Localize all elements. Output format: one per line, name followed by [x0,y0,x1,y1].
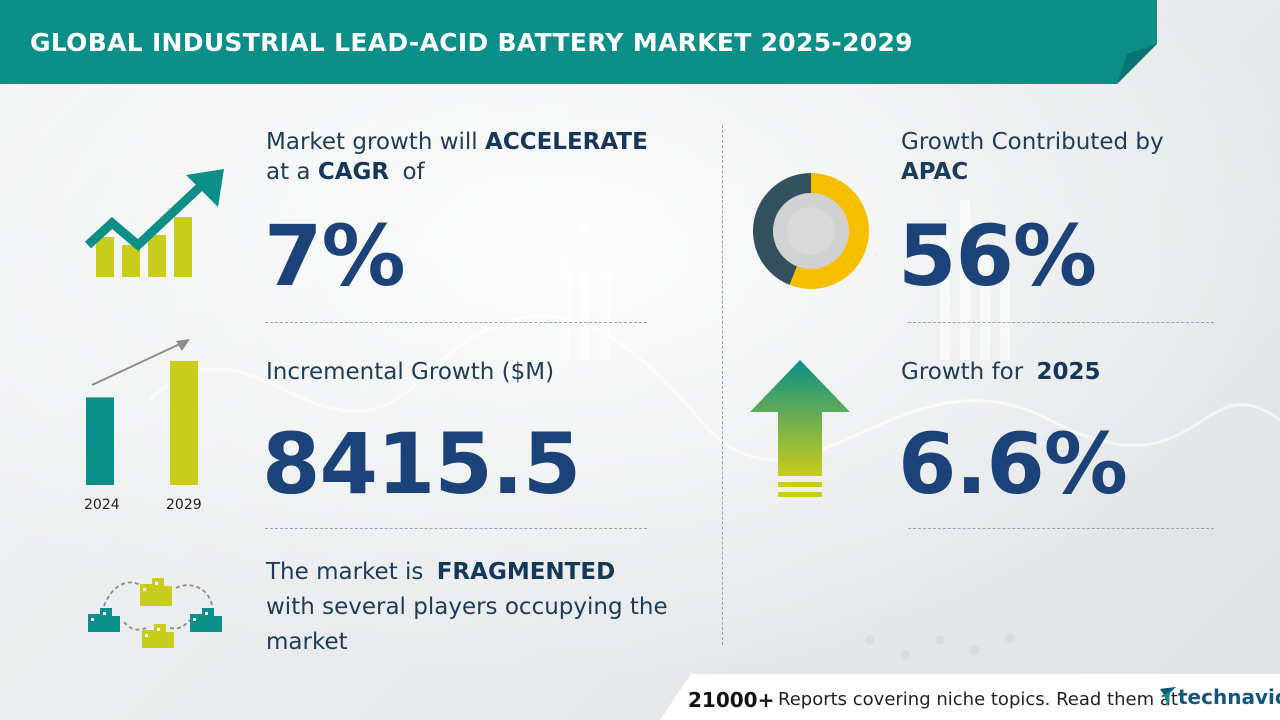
apac-line-1: Growth Contributed by [901,129,1164,155]
year-2029-label: 2029 [166,497,202,513]
market-line-2: with several players occupying the [266,594,668,620]
buildings-network-icon [88,578,222,648]
market-line-1: The market is FRAGMENTED [266,557,615,587]
bar-growth-icon: 2024 2029 [84,339,202,513]
yoy-line: Growth for 2025 [901,357,1101,387]
incremental-value: 8415.5 [262,415,581,513]
report-count: 21000+ [688,688,775,712]
apac-value: 56% [898,207,1097,305]
page-title: GLOBAL INDUSTRIAL LEAD-ACID BATTERY MARK… [30,28,913,57]
divider [265,528,647,529]
bar-2024 [86,397,114,485]
bar-2029 [170,360,198,485]
brand-name: technavio [1178,685,1280,709]
footer-bar [660,674,1280,720]
donut-other-share [753,173,811,285]
market-line-3: market [266,629,348,655]
market-prefix: The market is [266,559,424,585]
apac-region: APAC [901,159,969,185]
technavio-logo-icon [1160,687,1176,707]
trend-up-chart-icon [84,169,224,277]
cagr-label: CAGR [317,159,390,185]
up-arrow-icon [750,360,850,497]
column-divider [722,125,723,645]
donut-apac-share [789,173,869,289]
incremental-label: Incremental Growth ($M) [266,359,555,385]
cagr-line-2: at a CAGR of [266,157,425,187]
yoy-year: 2025 [1036,359,1101,385]
title-banner [0,0,1157,84]
market-fragmented: FRAGMENTED [436,559,616,585]
year-2024-label: 2024 [84,497,120,513]
cagr-line-1: Market growth will ACCELERATE [266,127,648,157]
cagr-value: 7% [264,207,406,305]
donut-chart-icon [753,173,869,289]
yoy-value: 6.6% [898,415,1128,513]
footer-text: Reports covering niche topics. Read them… [778,689,1178,710]
cagr-prefix: Market growth will [266,129,478,155]
technavio-logo[interactable]: technavio [1160,685,1280,709]
yoy-prefix: Growth for [901,359,1024,385]
banner-fold [1117,44,1157,84]
divider [908,322,1214,323]
cagr-of: of [402,159,425,185]
cagr-at-a: at a [266,159,311,185]
divider [265,322,647,323]
divider [908,528,1214,529]
cagr-accelerate: ACCELERATE [485,129,648,155]
